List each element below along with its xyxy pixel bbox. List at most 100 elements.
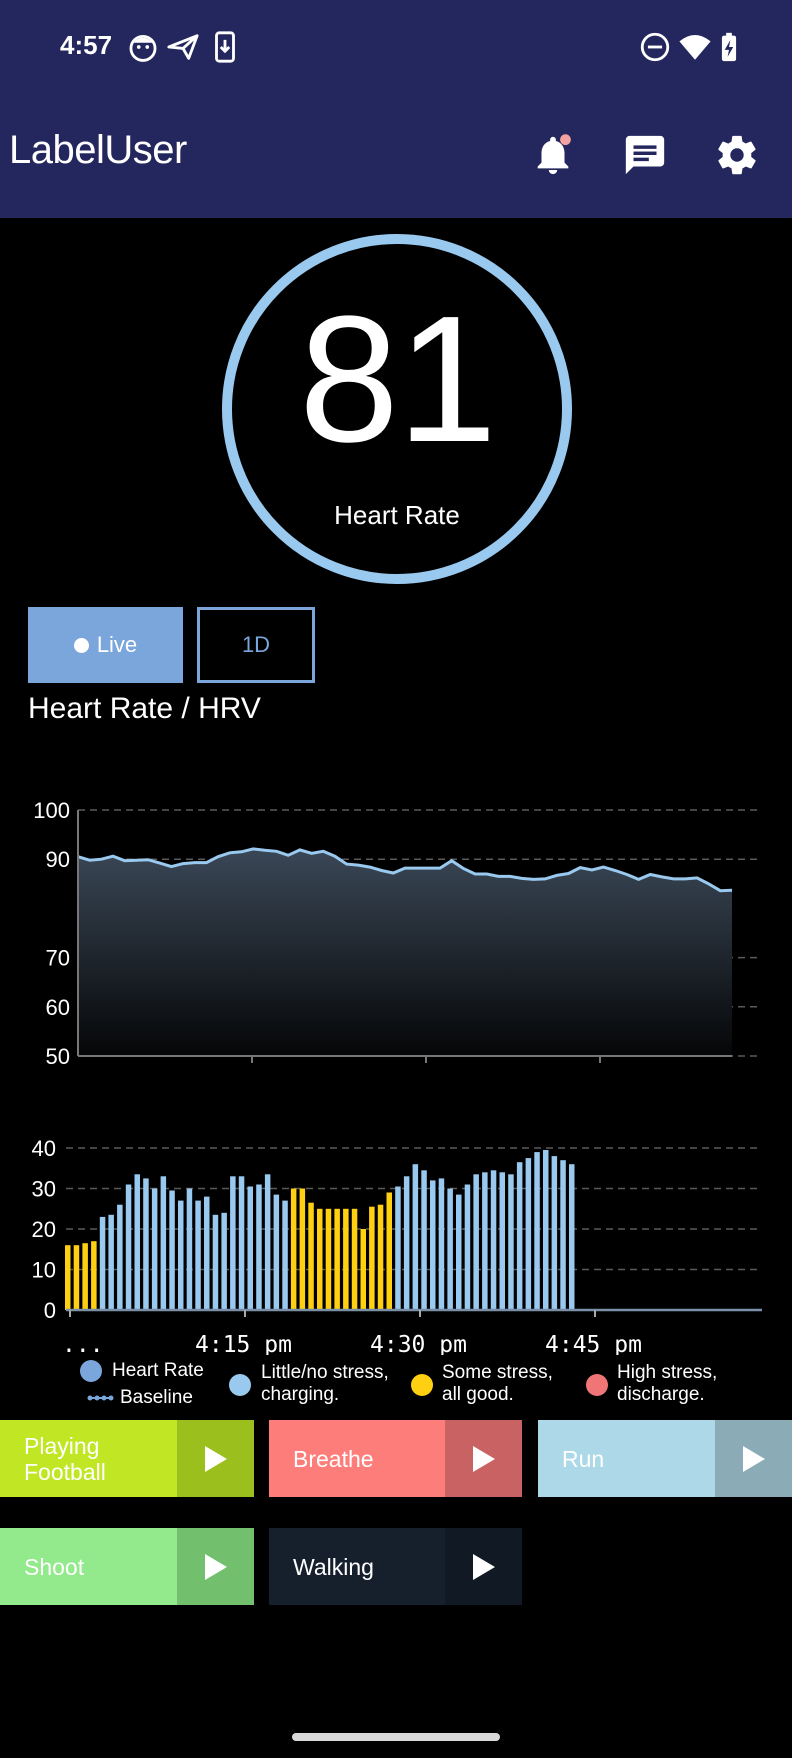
stress-bar	[438, 1178, 445, 1310]
stress-bar	[560, 1160, 566, 1310]
download-icon	[215, 31, 235, 63]
stress-bar	[351, 1208, 358, 1311]
stress-bar	[82, 1243, 88, 1310]
stress-bar	[456, 1194, 462, 1310]
stress-bar	[195, 1200, 201, 1310]
stress-bar	[473, 1174, 479, 1310]
activity-play-button[interactable]	[177, 1528, 254, 1605]
face-notification-icon	[129, 34, 157, 62]
one-day-button[interactable]: 1D	[197, 607, 315, 683]
stress-bar	[282, 1200, 288, 1310]
stress-bar	[543, 1150, 549, 1310]
stress-bar	[204, 1196, 210, 1310]
stress-y-tick-label: 20	[32, 1217, 56, 1242]
stress-bar	[482, 1172, 488, 1310]
play-icon	[742, 1445, 765, 1472]
stress-bar	[290, 1188, 297, 1310]
stress-bar	[264, 1174, 271, 1310]
live-label: Live	[96, 632, 138, 657]
stress-bar	[343, 1208, 349, 1311]
activity-run[interactable]: Run	[538, 1420, 792, 1497]
stress-bar	[256, 1184, 262, 1310]
stress-bar	[125, 1184, 132, 1310]
stress-bar	[395, 1186, 401, 1310]
legend-baseline-icon	[87, 1395, 114, 1401]
stress-bar	[247, 1186, 253, 1310]
activity-play-button[interactable]	[177, 1420, 254, 1497]
stress-bar	[334, 1208, 340, 1311]
stress-bar	[221, 1212, 227, 1310]
stress-bar	[551, 1156, 558, 1310]
live-dot-icon	[73, 637, 89, 653]
stress-bar	[525, 1158, 532, 1310]
stress-bar	[430, 1180, 436, 1310]
activity-label: Walking	[293, 1553, 374, 1580]
send-icon	[167, 34, 199, 60]
legend-high-stress-label: High stress, discharge.	[617, 1362, 718, 1405]
stress-bar	[499, 1172, 505, 1310]
play-icon	[472, 1445, 495, 1472]
stress-bar	[230, 1176, 236, 1310]
status-time: 4:57	[60, 30, 113, 60]
stress-bar	[369, 1206, 375, 1310]
home-indicator[interactable]	[292, 1733, 500, 1741]
activity-shoot[interactable]: Shoot	[0, 1528, 254, 1605]
heart-rate-area	[78, 848, 732, 1056]
stress-bar	[325, 1208, 332, 1311]
stress-bar	[534, 1152, 540, 1310]
activity-play-button[interactable]	[445, 1528, 522, 1605]
app-header	[0, 0, 792, 218]
stress-bar	[412, 1164, 419, 1310]
message-icon[interactable]	[622, 132, 668, 178]
stress-y-tick-label: 40	[32, 1136, 56, 1161]
stress-bar	[464, 1184, 471, 1310]
legend-little-stress-dot	[229, 1374, 251, 1396]
stress-bar	[377, 1204, 384, 1310]
hr-y-tick-label: 60	[46, 995, 70, 1020]
stress-y-tick-label: 30	[32, 1177, 56, 1202]
stress-bar	[73, 1245, 80, 1310]
heart-rate-line	[77, 847, 733, 893]
stress-bar	[99, 1216, 106, 1310]
stress-bar	[117, 1204, 123, 1310]
settings-gear-icon[interactable]	[714, 132, 760, 178]
stress-bar	[273, 1194, 280, 1310]
live-button[interactable]: Live	[28, 607, 183, 683]
legend-little-stress-label: Little/no stress, charging.	[261, 1362, 389, 1405]
stress-bar	[421, 1170, 427, 1310]
activity-walking[interactable]: Walking	[269, 1528, 522, 1605]
stress-x-tick-label: 4:30 pm	[370, 1332, 467, 1355]
wifi-icon	[679, 34, 711, 60]
hr-y-tick-label: 90	[46, 847, 70, 872]
stress-x-tick-label: 4:45 pm	[545, 1332, 642, 1355]
stress-bar	[238, 1176, 245, 1310]
play-icon	[204, 1445, 227, 1472]
battery-charging-icon	[721, 32, 737, 62]
stress-bar	[569, 1164, 575, 1310]
activity-label: Playing Football	[24, 1432, 106, 1485]
play-icon	[204, 1553, 227, 1580]
activity-play-button[interactable]	[445, 1420, 522, 1497]
stress-bar	[490, 1170, 497, 1310]
legend-heart-rate-label: Heart Rate	[112, 1360, 204, 1381]
stress-chart: 40 30 20 10 0... 4:15 pm 4:30 pm 4:45 pm	[32, 1136, 762, 1355]
stress-bar	[308, 1202, 314, 1310]
play-icon	[472, 1553, 495, 1580]
heart-rate-chart: 100 90 70 60 50	[33, 798, 762, 1069]
stress-bar	[360, 1229, 366, 1310]
stress-x-tick-label: 4:15 pm	[195, 1332, 292, 1355]
stress-bar	[403, 1176, 410, 1310]
hr-y-tick-label: 70	[46, 946, 70, 971]
stress-bar	[169, 1190, 175, 1310]
activity-play-button[interactable]	[715, 1420, 792, 1497]
stress-bar	[508, 1174, 514, 1310]
stress-bar	[186, 1188, 193, 1310]
hr-y-tick-label: 50	[46, 1044, 70, 1069]
heart-rate-gauge-ring	[222, 234, 572, 584]
stress-bar	[386, 1192, 392, 1310]
activity-breathe[interactable]: Breathe	[269, 1420, 522, 1497]
activity-playing-football[interactable]: Playing Football	[0, 1420, 254, 1497]
activity-label: Run	[562, 1445, 605, 1472]
notifications-icon[interactable]	[530, 132, 576, 178]
legend-baseline-label: Baseline	[120, 1387, 193, 1408]
